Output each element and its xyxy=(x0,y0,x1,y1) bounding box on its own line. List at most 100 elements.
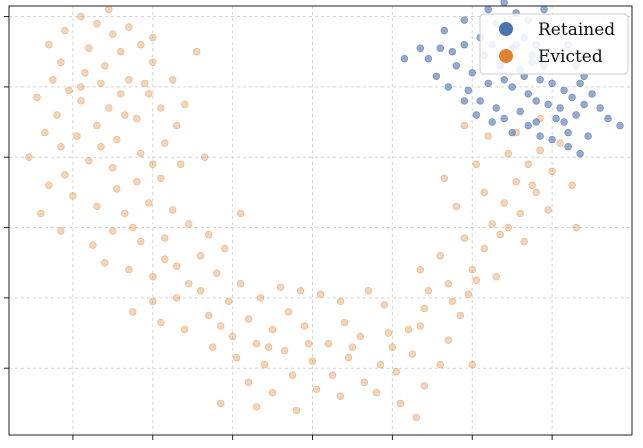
point-evicted xyxy=(145,90,153,98)
point-evicted xyxy=(292,406,301,415)
point-retained xyxy=(548,135,556,144)
point-evicted xyxy=(472,276,480,284)
point-evicted xyxy=(228,332,237,341)
point-evicted xyxy=(149,160,157,168)
legend-marker-retained xyxy=(499,22,513,36)
plot-frame xyxy=(8,5,633,436)
point-retained xyxy=(500,76,508,84)
point-retained xyxy=(516,107,524,116)
point-evicted xyxy=(149,58,157,66)
point-retained xyxy=(436,44,444,52)
point-evicted xyxy=(177,160,185,168)
point-evicted xyxy=(169,206,177,214)
point-retained xyxy=(560,86,568,95)
point-evicted xyxy=(33,93,41,102)
point-evicted xyxy=(97,143,105,151)
point-evicted xyxy=(213,269,221,277)
point-evicted xyxy=(380,301,389,309)
point-evicted xyxy=(169,76,177,84)
point-evicted xyxy=(181,325,189,334)
point-evicted xyxy=(572,223,580,232)
point-evicted xyxy=(57,227,65,235)
point-retained xyxy=(464,86,472,95)
point-evicted xyxy=(388,343,397,351)
point-evicted xyxy=(372,389,381,397)
point-evicted xyxy=(201,153,209,161)
point-evicted xyxy=(41,128,49,137)
point-evicted xyxy=(556,139,564,147)
point-evicted xyxy=(436,361,444,369)
point-evicted xyxy=(25,153,33,161)
point-evicted xyxy=(57,143,65,151)
point-evicted xyxy=(468,266,476,274)
point-evicted xyxy=(232,353,241,362)
point-evicted xyxy=(492,273,500,281)
point-evicted xyxy=(472,160,480,168)
point-evicted xyxy=(392,368,401,376)
point-retained xyxy=(508,128,516,137)
point-evicted xyxy=(464,290,472,298)
point-retained xyxy=(416,44,424,52)
point-evicted xyxy=(49,76,57,84)
point-evicted xyxy=(396,399,405,408)
point-evicted xyxy=(224,297,233,306)
point-evicted xyxy=(117,47,125,56)
point-evicted xyxy=(520,237,528,246)
point-evicted xyxy=(516,209,524,218)
legend-box xyxy=(479,13,629,75)
point-retained xyxy=(484,5,492,14)
point-evicted xyxy=(85,44,93,52)
point-evicted xyxy=(77,97,85,105)
point-evicted xyxy=(244,378,253,386)
point-evicted xyxy=(53,111,61,119)
point-retained xyxy=(500,114,508,123)
point-retained xyxy=(524,121,532,130)
point-evicted xyxy=(45,181,53,190)
point-retained xyxy=(424,54,432,63)
point-evicted xyxy=(424,287,432,295)
point-evicted xyxy=(141,79,149,88)
point-evicted xyxy=(468,361,476,369)
point-evicted xyxy=(65,86,73,95)
point-evicted xyxy=(137,40,145,49)
point-evicted xyxy=(504,150,512,158)
point-evicted xyxy=(217,399,225,408)
point-evicted xyxy=(101,62,109,70)
point-evicted xyxy=(528,181,536,190)
point-evicted xyxy=(89,241,97,249)
point-evicted xyxy=(77,83,85,91)
point-evicted xyxy=(268,325,277,334)
point-evicted xyxy=(109,164,117,172)
point-retained xyxy=(432,72,440,81)
point-evicted xyxy=(524,160,532,168)
point-evicted xyxy=(85,157,93,165)
point-evicted xyxy=(328,371,337,379)
point-evicted xyxy=(308,357,317,365)
legend-label-retained: Retained xyxy=(538,20,615,40)
point-evicted xyxy=(77,12,85,21)
point-retained xyxy=(444,83,452,91)
point-evicted xyxy=(420,382,428,390)
point-evicted xyxy=(548,167,556,176)
point-evicted xyxy=(408,350,417,358)
point-evicted xyxy=(185,280,193,288)
point-evicted xyxy=(193,47,201,56)
point-retained xyxy=(536,132,544,140)
point-evicted xyxy=(252,403,261,411)
point-evicted xyxy=(444,336,452,344)
point-evicted xyxy=(205,230,213,239)
point-evicted xyxy=(344,353,353,362)
point-evicted xyxy=(57,58,65,66)
point-evicted xyxy=(544,206,552,214)
point-evicted xyxy=(384,329,393,337)
point-evicted xyxy=(364,287,373,295)
point-evicted xyxy=(149,273,157,281)
point-evicted xyxy=(376,361,385,369)
point-evicted xyxy=(532,188,540,197)
point-evicted xyxy=(284,308,293,316)
point-evicted xyxy=(185,220,193,228)
point-evicted xyxy=(61,26,69,35)
point-evicted xyxy=(324,339,333,348)
